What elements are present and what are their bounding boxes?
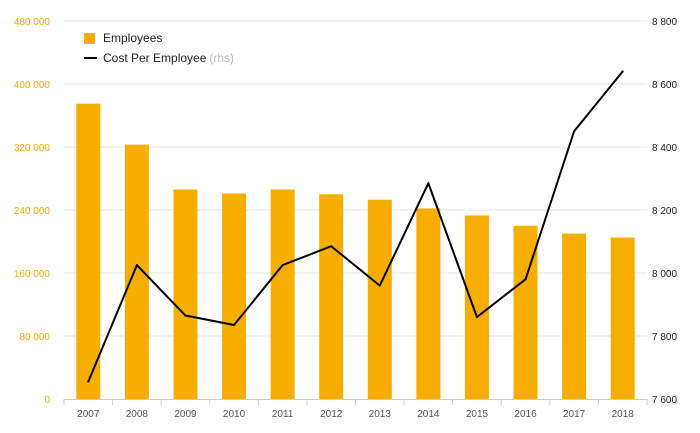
y-left-tick-label: 0 xyxy=(44,395,50,406)
legend-label-employees: Employees xyxy=(103,31,163,45)
y-right-tick-label: 8 200 xyxy=(652,206,677,217)
point-cost-per-employee xyxy=(573,130,576,133)
bar-employees xyxy=(416,208,441,399)
legend: Employees Cost Per Employee (rhs) xyxy=(84,28,234,68)
bar-employees xyxy=(610,237,635,399)
bar-employees xyxy=(76,103,101,399)
legend-item-employees[interactable]: Employees xyxy=(84,28,234,48)
bar-employees xyxy=(319,194,344,399)
legend-swatch-employees xyxy=(84,32,95,44)
x-tick-label: 2012 xyxy=(320,409,343,420)
cost-per-employee-line-layer xyxy=(87,70,624,383)
point-cost-per-employee xyxy=(281,264,284,267)
point-cost-per-employee xyxy=(427,182,430,185)
point-cost-per-employee xyxy=(475,316,478,319)
point-cost-per-employee xyxy=(135,264,138,267)
x-tick-label: 2016 xyxy=(514,409,537,420)
bar-employees xyxy=(124,144,149,399)
y-right-tick-label: 7 800 xyxy=(652,332,677,343)
y-left-tick-label: 80 000 xyxy=(19,332,50,343)
y-right-tick-label: 8 600 xyxy=(652,80,677,91)
x-tick-label: 2013 xyxy=(369,409,392,420)
y-left-tick-label: 160 000 xyxy=(14,269,51,280)
x-tick-label: 2011 xyxy=(272,409,294,420)
y-left-tick-label: 240 000 xyxy=(14,206,51,217)
x-tick-label: 2014 xyxy=(417,409,440,420)
employees-bars xyxy=(76,103,635,399)
y-right-tick-label: 7 600 xyxy=(652,395,677,406)
point-cost-per-employee xyxy=(621,70,624,73)
y-right-tick-label: 8 000 xyxy=(652,269,677,280)
x-tick-label: 2008 xyxy=(126,409,149,420)
x-tick-label: 2017 xyxy=(563,409,586,420)
bar-employees xyxy=(222,193,247,399)
bar-employees xyxy=(173,189,198,399)
x-tick-label: 2015 xyxy=(466,409,489,420)
legend-label-cost-per-employee: Cost Per Employee xyxy=(103,51,207,65)
x-tick-label: 2018 xyxy=(612,409,635,420)
point-cost-per-employee xyxy=(184,314,187,317)
y-right-tick-label: 8 800 xyxy=(652,17,677,28)
point-cost-per-employee xyxy=(524,278,527,281)
legend-swatch-cost-per-employee xyxy=(84,57,97,59)
legend-item-cost-per-employee[interactable]: Cost Per Employee (rhs) xyxy=(84,48,234,68)
point-cost-per-employee xyxy=(87,380,90,383)
x-tick-label: 2010 xyxy=(223,409,246,420)
bar-employees xyxy=(367,199,392,399)
point-cost-per-employee xyxy=(233,323,236,326)
grid-lines xyxy=(64,20,647,337)
bar-employees xyxy=(562,233,587,399)
y-right-tick-label: 8 400 xyxy=(652,143,677,154)
legend-label-rhs-suffix: (rhs) xyxy=(209,51,235,65)
axes: 0 80 000 160 000 240 000 320 000 400 000 480 0… xyxy=(14,17,678,420)
line-cost-per-employee xyxy=(87,70,624,383)
point-cost-per-employee xyxy=(330,245,333,248)
y-left-tick-label: 320 000 xyxy=(14,143,51,154)
point-cost-per-employee xyxy=(378,284,381,287)
x-tick-label: 2009 xyxy=(174,409,197,420)
bar-employees xyxy=(464,215,489,399)
x-tick-label: 2007 xyxy=(77,409,100,420)
y-left-tick-label: 480 000 xyxy=(14,17,51,28)
y-left-tick-label: 400 000 xyxy=(14,80,51,91)
bar-employees xyxy=(270,189,295,399)
